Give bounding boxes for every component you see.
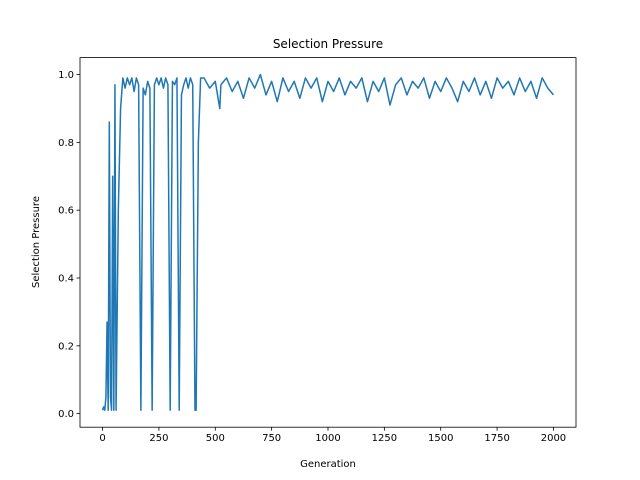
x-tick-label: 0 bbox=[99, 433, 105, 444]
y-axis-label: Selection Pressure bbox=[31, 196, 42, 288]
x-tick-label: 1750 bbox=[484, 433, 509, 444]
x-tick-label: 1250 bbox=[372, 433, 397, 444]
y-tick-label: 0.2 bbox=[58, 341, 74, 352]
y-tick-label: 0.6 bbox=[58, 206, 74, 217]
x-tick-label: 500 bbox=[206, 433, 225, 444]
x-tick-label: 1000 bbox=[315, 433, 340, 444]
x-tick-label: 250 bbox=[149, 433, 168, 444]
y-tick-label: 0.0 bbox=[58, 409, 74, 420]
x-tick-label: 750 bbox=[262, 433, 281, 444]
y-tick-label: 0.4 bbox=[58, 274, 74, 285]
x-tick-label: 1500 bbox=[428, 433, 453, 444]
y-tick-label: 0.8 bbox=[58, 138, 74, 149]
chart-title: Selection Pressure bbox=[273, 37, 383, 51]
data-line bbox=[101, 73, 555, 411]
y-tick-label: 1.0 bbox=[58, 70, 74, 81]
x-tick-label: 2000 bbox=[541, 433, 566, 444]
x-axis-label: Generation bbox=[300, 459, 356, 470]
